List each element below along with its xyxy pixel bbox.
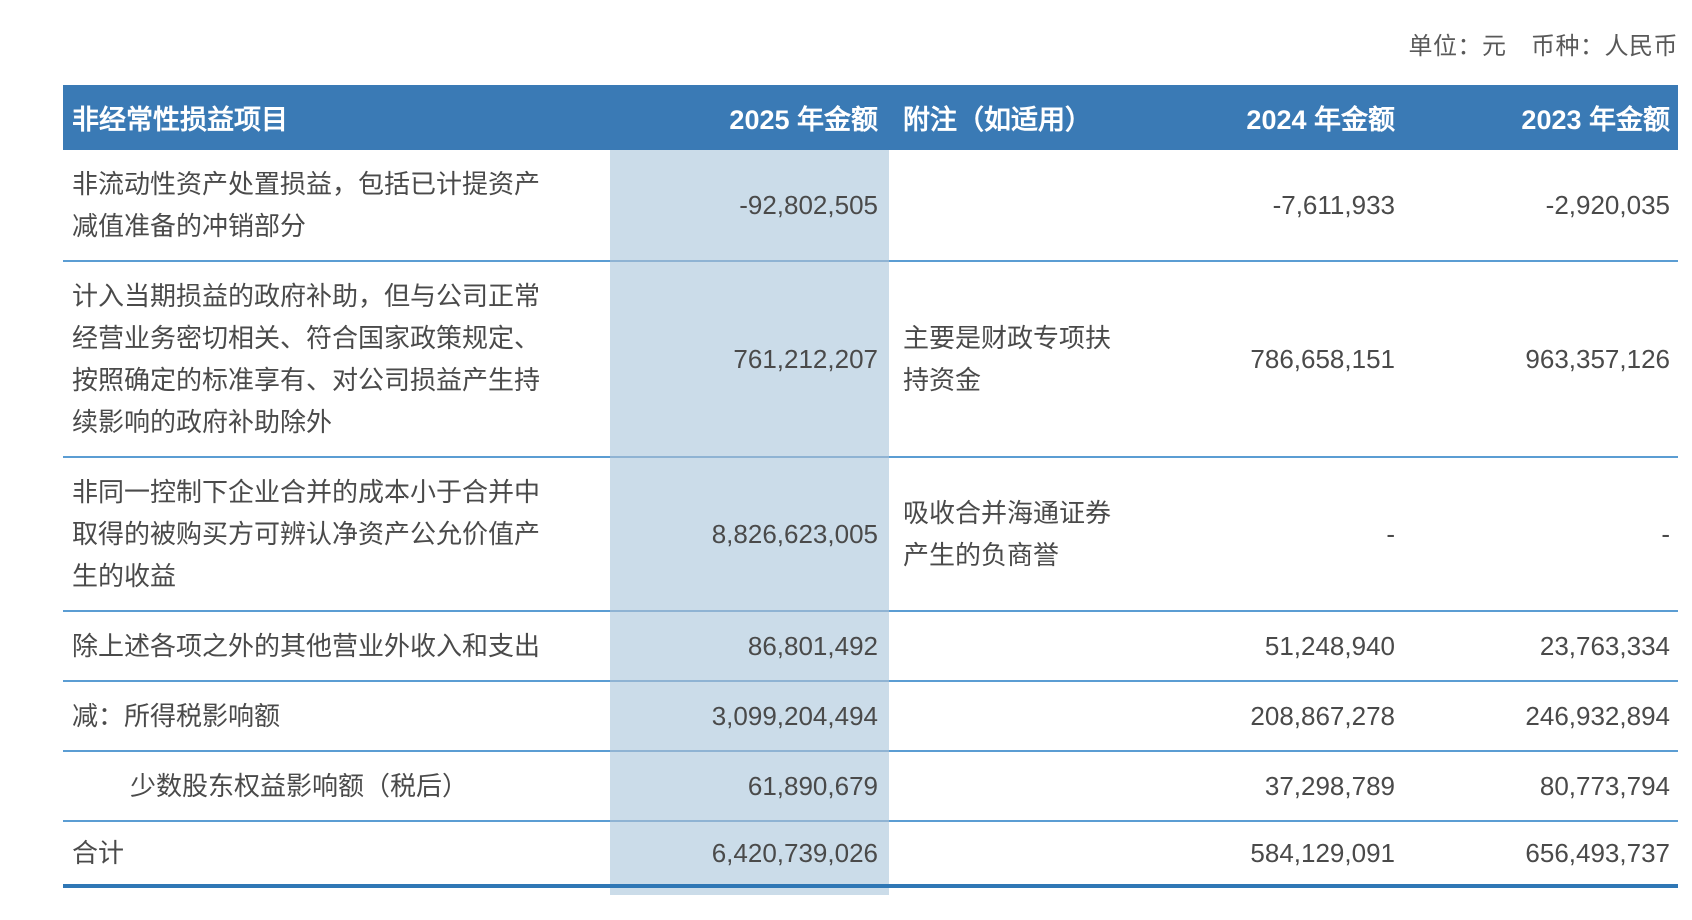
item-cell: 减：所得税影响额 [63, 681, 610, 752]
header-amount-2025: 2025 年金额 [610, 85, 889, 150]
amount-2024-cell: 51,248,940 [1144, 611, 1405, 682]
amount-2023-cell: 80,773,794 [1405, 751, 1678, 822]
amount-2024-cell: 584,129,091 [1144, 821, 1405, 888]
header-item: 非经常性损益项目 [63, 85, 610, 150]
amount-2024-cell: 786,658,151 [1144, 261, 1405, 458]
unit-currency-label: 单位：元 币种：人民币 [1408, 33, 1678, 60]
note-cell: 吸收合并海通证券产生的负商誉 [889, 457, 1144, 612]
amount-2025-cell: 6,420,739,026 [610, 821, 889, 888]
amount-2024-cell: - [1144, 457, 1405, 612]
note-cell [889, 611, 1144, 682]
amount-2025-cell: 8,826,623,005 [610, 457, 889, 612]
amount-2025-cell: 3,099,204,494 [610, 681, 889, 752]
amount-2023-cell: 246,932,894 [1405, 681, 1678, 752]
item-cell: 非流动性资产处置损益，包括已计提资产减值准备的冲销部分 [63, 150, 610, 262]
table-row: 少数股东权益影响额（税后） 61,890,679 37,298,789 80,7… [63, 751, 1678, 822]
header-note: 附注（如适用） [889, 85, 1144, 150]
note-cell [889, 751, 1144, 822]
table-row: 非同一控制下企业合并的成本小于合并中取得的被购买方可辨认净资产公允价值产生的收益… [63, 457, 1678, 612]
table-row: 除上述各项之外的其他营业外收入和支出 86,801,492 51,248,940… [63, 611, 1678, 682]
amount-2023-cell: 656,493,737 [1405, 821, 1678, 888]
note-cell: 主要是财政专项扶持资金 [889, 261, 1144, 458]
header-row: 非经常性损益项目 2025 年金额 附注（如适用） 2024 年金额 2023 … [63, 85, 1678, 150]
amount-2025-cell: -92,802,505 [610, 150, 889, 262]
highlight-column-overhang [610, 888, 889, 895]
table-row: 计入当期损益的政府补助，但与公司正常经营业务密切相关、符合国家政策规定、按照确定… [63, 261, 1678, 458]
amount-2025-cell: 86,801,492 [610, 611, 889, 682]
amount-2024-cell: -7,611,933 [1144, 150, 1405, 262]
item-cell: 少数股东权益影响额（税后） [63, 751, 610, 822]
header-amount-2024: 2024 年金额 [1144, 85, 1405, 150]
amount-2023-cell: - [1405, 457, 1678, 612]
note-cell [889, 150, 1144, 262]
item-cell: 非同一控制下企业合并的成本小于合并中取得的被购买方可辨认净资产公允价值产生的收益 [63, 457, 610, 612]
table-row: 非流动性资产处置损益，包括已计提资产减值准备的冲销部分 -92,802,505 … [63, 150, 1678, 262]
item-cell: 计入当期损益的政府补助，但与公司正常经营业务密切相关、符合国家政策规定、按照确定… [63, 261, 610, 458]
amount-2024-cell: 208,867,278 [1144, 681, 1405, 752]
table-row: 减：所得税影响额 3,099,204,494 208,867,278 246,9… [63, 681, 1678, 752]
data-table: 非经常性损益项目 2025 年金额 附注（如适用） 2024 年金额 2023 … [63, 85, 1678, 888]
amount-2023-cell: 23,763,334 [1405, 611, 1678, 682]
table-body: 非流动性资产处置损益，包括已计提资产减值准备的冲销部分 -92,802,505 … [63, 150, 1678, 888]
amount-2025-cell: 761,212,207 [610, 261, 889, 458]
note-cell [889, 681, 1144, 752]
amount-2023-cell: 963,357,126 [1405, 261, 1678, 458]
item-cell: 除上述各项之外的其他营业外收入和支出 [63, 611, 610, 682]
table-row: 合计 6,420,739,026 584,129,091 656,493,737 [63, 821, 1678, 888]
item-cell: 合计 [63, 821, 610, 888]
amount-2025-cell: 61,890,679 [610, 751, 889, 822]
non-recurring-profit-loss-table: 非经常性损益项目 2025 年金额 附注（如适用） 2024 年金额 2023 … [63, 85, 1678, 895]
amount-2024-cell: 37,298,789 [1144, 751, 1405, 822]
header-amount-2023: 2023 年金额 [1405, 85, 1678, 150]
amount-2023-cell: -2,920,035 [1405, 150, 1678, 262]
table-header: 非经常性损益项目 2025 年金额 附注（如适用） 2024 年金额 2023 … [63, 85, 1678, 150]
note-cell [889, 821, 1144, 888]
